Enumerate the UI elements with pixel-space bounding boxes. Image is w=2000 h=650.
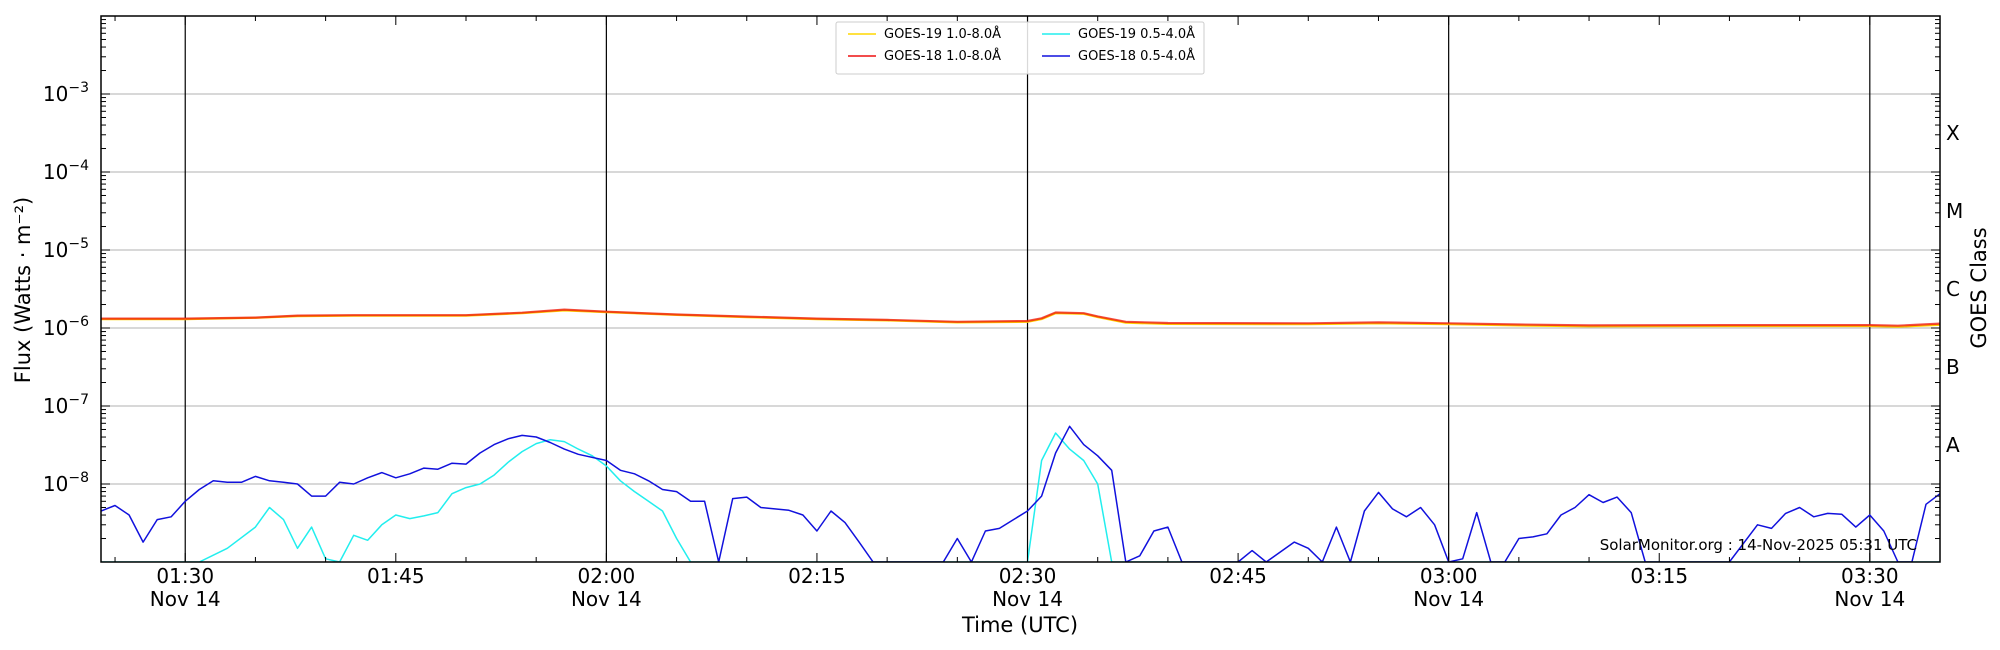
x-tick-date-label: Nov 14 (992, 587, 1063, 611)
day-marker-lines (184, 16, 1871, 562)
x-tick-date-label: Nov 14 (1413, 587, 1484, 611)
goes-class-label: M (1946, 199, 1963, 223)
goes-class-label: A (1946, 433, 1960, 457)
y-tick-label: 10−8 (43, 470, 89, 496)
y-axis-title: Flux (Watts · m⁻²) (11, 197, 35, 383)
axis-ticks (101, 16, 1941, 563)
y-tick-label: 10−3 (43, 80, 89, 106)
y-tick-labels: 10−3 10−4 10−5 10−6 10−7 10−8 (43, 80, 89, 496)
x-tick-label: 03:15 (1630, 564, 1688, 588)
legend: GOES-19 1.0-8.0Å GOES-18 1.0-8.0Å GOES-19 … (835, 21, 1205, 75)
x-tick-label: 02:45 (1209, 564, 1267, 588)
x-tick-date-label: Nov 14 (150, 587, 221, 611)
legend-label: GOES-18 1.0-8.0Å (884, 48, 1001, 64)
y-tick-label: 10−7 (43, 392, 89, 418)
y-tick-label: 10−6 (43, 314, 89, 340)
goes-class-label: C (1946, 277, 1960, 301)
x-tick-label: 01:45 (367, 564, 425, 588)
x-tick-label: 02:00 (578, 564, 636, 588)
x-tick-date-label: Nov 14 (571, 587, 642, 611)
legend-box (835, 21, 1205, 75)
series-line-3 (101, 432, 1940, 562)
x-tick-date-label: Nov 14 (1834, 587, 1905, 611)
grid-lines (101, 93, 1940, 485)
x-axis-title: Time (UTC) (961, 613, 1078, 637)
credit-text: SolarMonitor.org : 14-Nov-2025 05:31 UTC (1600, 536, 1917, 554)
series-line-2 (101, 308, 1940, 327)
y-tick-label: 10−4 (43, 158, 89, 184)
legend-label: GOES-18 0.5-4.0Å (1078, 48, 1195, 64)
series-line-4 (101, 425, 1940, 562)
x-tick-label: 03:30 (1841, 564, 1899, 588)
goes-class-labels: X M C B A (1946, 121, 1963, 457)
x-tick-label: 01:30 (156, 564, 214, 588)
x-tick-label: 02:15 (788, 564, 846, 588)
x-tick-label: 03:00 (1420, 564, 1478, 588)
y-tick-label: 10−5 (43, 236, 89, 262)
right-axis-title: GOES Class (1967, 227, 1991, 348)
goes-class-label: X (1946, 121, 1960, 145)
goes-class-label: B (1946, 355, 1960, 379)
series-lines (101, 308, 1940, 562)
legend-label: GOES-19 1.0-8.0Å (884, 26, 1001, 42)
plot-frame (100, 15, 1941, 563)
x-tick-label: 02:30 (999, 564, 1057, 588)
legend-label: GOES-19 0.5-4.0Å (1078, 26, 1195, 42)
